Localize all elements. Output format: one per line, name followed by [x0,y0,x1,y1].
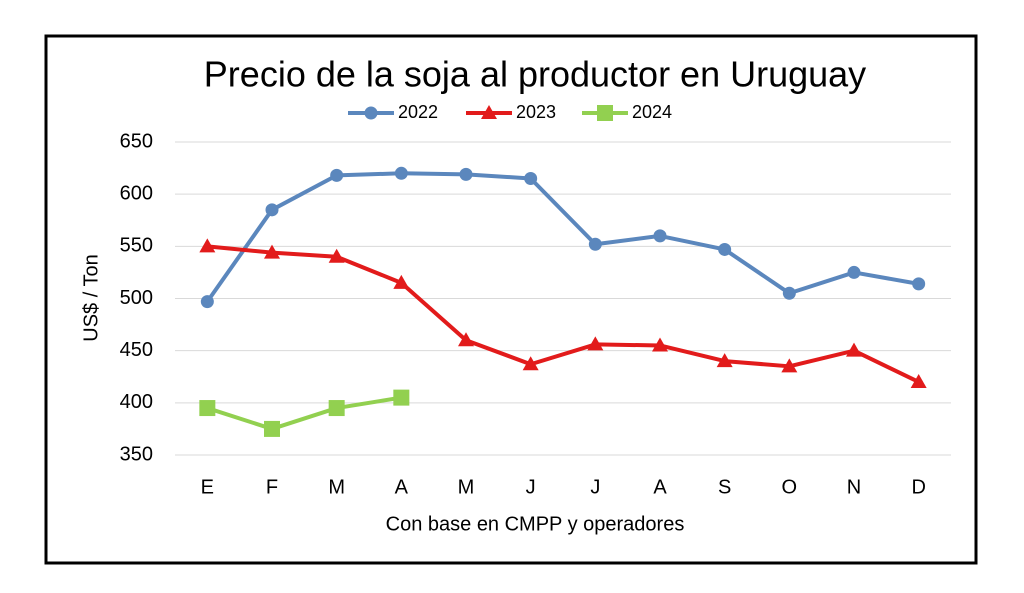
y-tick-label: 400 [120,391,153,413]
legend-marker [364,106,378,120]
data-point [459,167,473,181]
data-point [912,277,926,291]
x-tick-label: N [847,476,861,498]
data-point [718,242,732,256]
series-line [205,171,920,303]
series-line [206,395,402,431]
legend-label: 2022 [398,102,438,122]
chart-frame [44,34,978,565]
y-tick-label: 600 [120,182,153,204]
legend-label: 2024 [632,102,672,122]
data-point [588,237,602,251]
data-point [652,337,668,352]
data-point [522,356,539,371]
y-tick-label: 450 [120,339,153,361]
data-point [847,265,861,279]
data-point [264,244,280,259]
x-tick-label: J [526,476,536,498]
data-point [458,332,474,347]
x-axis-label: Con base en CMPP y operadores [386,513,685,535]
y-tick-label: 350 [120,443,153,465]
x-tick-label: M [458,476,475,498]
y-axis-label: US$ / Ton [80,254,102,341]
data-point [393,274,410,289]
x-tick-label: O [782,476,798,498]
series-line [207,244,920,384]
x-tick-label: E [201,476,214,498]
x-tick-label: F [266,476,278,498]
x-tick-label: J [590,476,600,498]
data-point [716,353,733,368]
legend-label: 2023 [516,102,556,122]
data-point [393,389,410,406]
data-point [653,229,667,243]
x-tick-label: D [911,476,925,498]
data-point [265,203,279,217]
data-point [264,420,280,437]
legend-marker [481,105,497,119]
data-point [199,238,216,253]
data-point [328,400,345,417]
data-point [199,400,216,417]
data-point [330,168,344,182]
x-tick-label: S [718,476,731,498]
chart-title: Precio de la soja al productor en Urugua… [204,54,866,95]
x-tick-label: M [328,476,345,498]
y-tick-label: 550 [120,235,153,257]
data-point [587,336,604,351]
data-point [394,166,408,180]
x-tick-label: A [395,476,409,498]
data-point [846,342,862,357]
data-point [910,373,927,388]
legend-marker [597,105,613,121]
data-point [781,358,798,373]
data-point [782,286,796,300]
y-tick-label: 650 [120,130,153,152]
data-point [524,172,538,186]
x-tick-label: A [653,476,667,498]
data-point [200,295,214,309]
y-tick-label: 500 [120,287,153,309]
data-point [328,248,345,263]
